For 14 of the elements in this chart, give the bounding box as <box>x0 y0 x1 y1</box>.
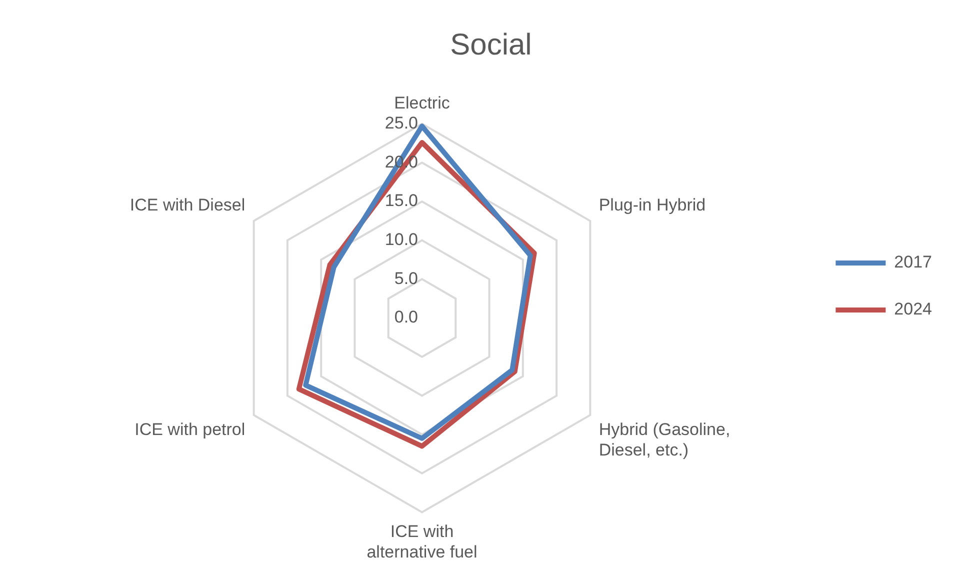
legend-label: 2024 <box>894 300 932 319</box>
spoke-label: Plug-in Hybrid <box>598 195 706 214</box>
spoke-label: ICE with petrol <box>134 420 246 439</box>
y-tick-label: 25.0 <box>384 113 418 132</box>
y-tick-label: 0.0 <box>394 308 418 327</box>
y-tick-label: 10.0 <box>384 230 418 250</box>
y-tick-label: 15.0 <box>384 191 418 210</box>
y-tick-label: 5.0 <box>394 268 418 288</box>
spoke-label: Electric <box>394 93 450 112</box>
spoke-label: Hybrid (Gasoline, Diesel, etc.) <box>598 420 730 460</box>
spoke-label: ICE with Diesel <box>130 195 246 214</box>
spoke-label: ICE with alternative fuel <box>366 522 478 562</box>
legend-label: 2017 <box>894 252 932 272</box>
chart-title: Social <box>450 28 532 62</box>
